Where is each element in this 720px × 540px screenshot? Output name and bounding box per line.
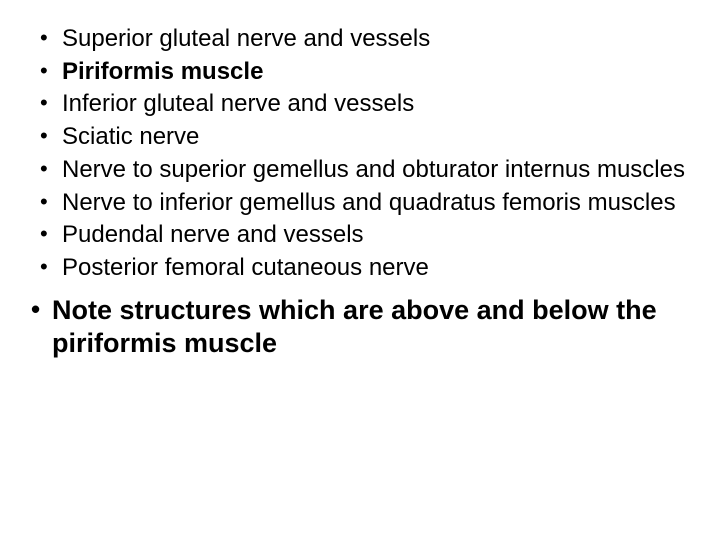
list-item-text: Superior gluteal nerve and vessels — [62, 25, 430, 52]
list-item: Superior gluteal nerve and vessels — [28, 24, 692, 55]
list-item-text: Inferior gluteal nerve and vessels — [62, 90, 414, 117]
list-item-text: Piriformis muscle — [62, 58, 263, 85]
bullet-list: Superior gluteal nerve and vessels Pirif… — [28, 24, 692, 284]
note-text: Note structures which are above and belo… — [52, 295, 657, 358]
list-item-text: Nerve to inferior gemellus and quadratus… — [62, 189, 676, 216]
list-item-text: Pudendal nerve and vessels — [62, 221, 364, 248]
list-item: Posterior femoral cutaneous nerve — [28, 253, 692, 284]
list-item-text: Nerve to superior gemellus and obturator… — [62, 156, 685, 183]
list-item: Nerve to superior gemellus and obturator… — [28, 155, 692, 186]
list-item: Sciatic nerve — [28, 122, 692, 153]
slide: Superior gluteal nerve and vessels Pirif… — [28, 24, 692, 516]
list-item-text: Posterior femoral cutaneous nerve — [62, 254, 429, 281]
list-item: Inferior gluteal nerve and vessels — [28, 89, 692, 120]
list-item: Piriformis muscle — [28, 57, 692, 88]
list-item-text: Sciatic nerve — [62, 123, 199, 150]
note-list: Note structures which are above and belo… — [28, 294, 692, 360]
note-item: Note structures which are above and belo… — [28, 294, 692, 360]
list-item: Pudendal nerve and vessels — [28, 220, 692, 251]
list-item: Nerve to inferior gemellus and quadratus… — [28, 188, 692, 219]
